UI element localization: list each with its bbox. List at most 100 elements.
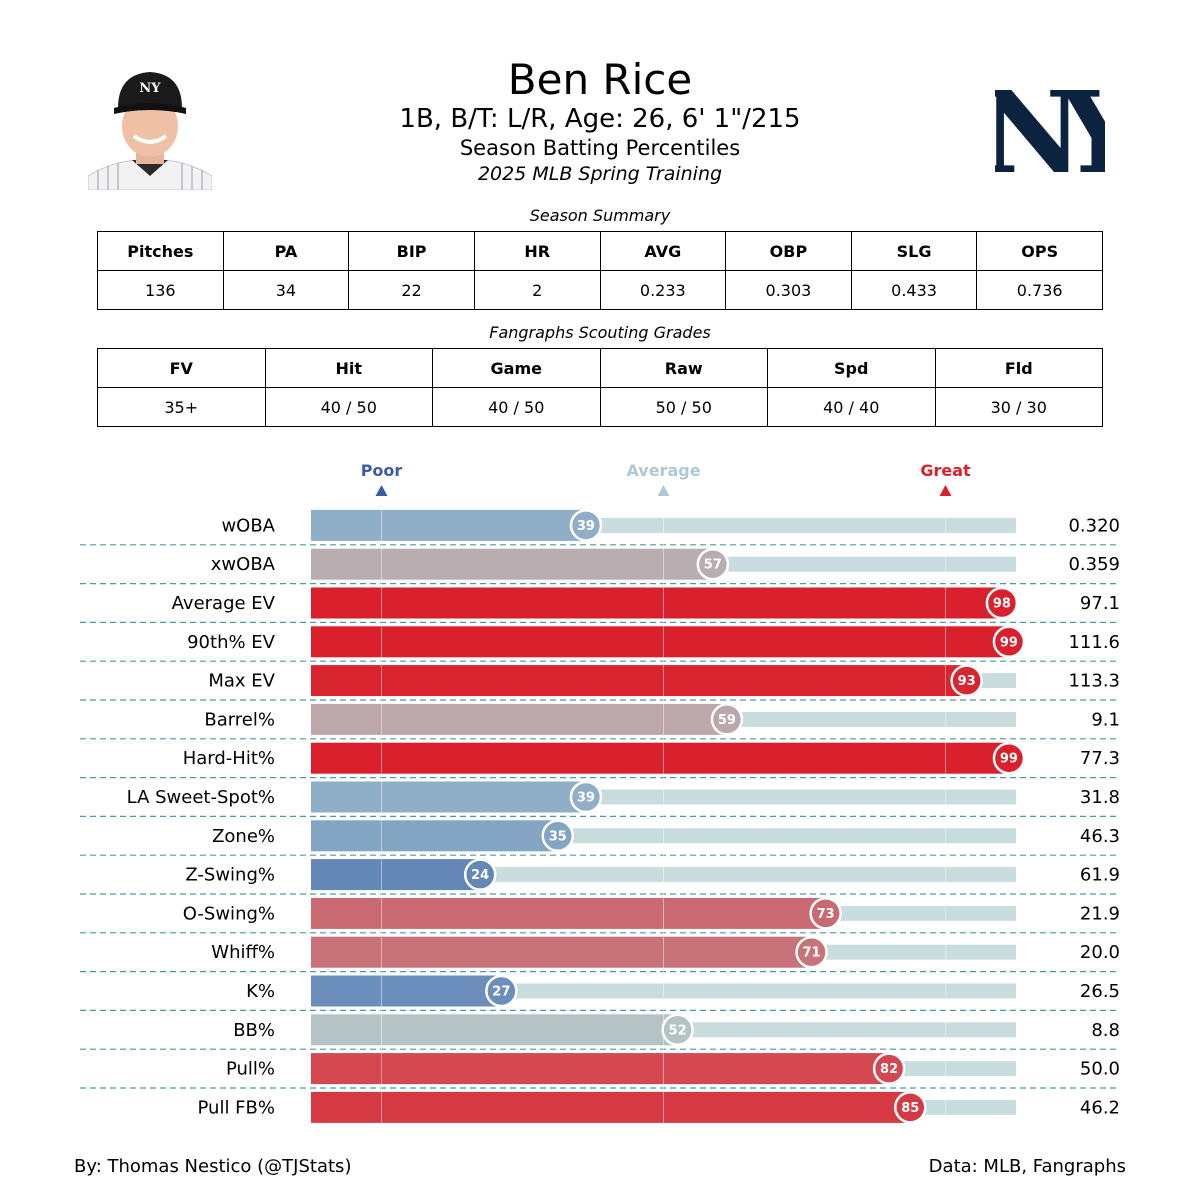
bar-o-swing bbox=[311, 897, 826, 929]
team-logo-text: NY bbox=[995, 68, 1105, 186]
grade-header-hit: Hit bbox=[264, 348, 433, 388]
summary-value-pa: 34 bbox=[222, 270, 350, 310]
season-summary-table: Pitches PA BIP HR AVG OBP SLG OPS 136 34 22 2 0.233… bbox=[97, 231, 1103, 310]
percentile-dot-max-ev bbox=[950, 664, 983, 697]
player-name: Ben Rice bbox=[507, 55, 693, 104]
percentile-dot-la-sweet-spot bbox=[569, 780, 603, 814]
percentile-dot-barrel bbox=[710, 703, 744, 736]
metric-label-woba: wOBA bbox=[221, 515, 275, 536]
season-summary-title: Season Summary bbox=[529, 206, 671, 225]
summary-header-obp: OBP bbox=[725, 231, 852, 271]
summary-header-avg: AVG bbox=[599, 231, 727, 271]
metric-label-pull: Pull% bbox=[226, 1059, 275, 1080]
summary-value-obp: 0.303 bbox=[725, 270, 852, 310]
team-logo-icon: NY bbox=[995, 68, 1105, 186]
player-bio: 1B, B/T: L/R, Age: 26, 6' 1"/215 bbox=[399, 104, 801, 134]
grade-value-game: 40 / 50 bbox=[432, 387, 601, 427]
grade-header-spd: Spd bbox=[767, 348, 936, 388]
scouting-grades-title: Fangraphs Scouting Grades bbox=[489, 323, 711, 342]
summary-value-slg: 0.433 bbox=[850, 270, 978, 310]
metric-value-k: 26.5 bbox=[1080, 981, 1120, 1002]
marker-label-great: Great bbox=[920, 461, 971, 480]
metric-value-bb: 8.8 bbox=[1091, 1020, 1120, 1041]
percentile-label-barrel: 59 bbox=[718, 713, 736, 728]
metric-label-average-ev: Average EV bbox=[172, 593, 276, 614]
summary-header-slg: SLG bbox=[850, 231, 978, 271]
percentile-dot-xwoba bbox=[696, 547, 730, 581]
percentile-label-o-swing: 73 bbox=[817, 907, 835, 922]
percentile-label-la-sweet-spot: 39 bbox=[577, 791, 595, 806]
metric-value-barrel: 9.1 bbox=[1091, 709, 1120, 730]
metric-label-z-swing: Z-Swing% bbox=[185, 865, 275, 886]
metric-label-xwoba: xwOBA bbox=[211, 554, 276, 575]
percentile-label-90th-ev: 99 bbox=[1000, 635, 1018, 650]
metric-value-zone: 46.3 bbox=[1080, 826, 1120, 847]
page-subtitle: Season Batting Percentiles bbox=[459, 136, 741, 160]
percentile-label-hard-hit: 99 bbox=[1000, 752, 1018, 767]
percentile-dot-average-ev bbox=[985, 586, 1019, 620]
bar-k bbox=[311, 975, 502, 1007]
percentile-dot-k bbox=[485, 974, 518, 1008]
metric-value-pull: 50.0 bbox=[1080, 1059, 1120, 1080]
bar-pull bbox=[311, 1053, 890, 1085]
percentile-label-max-ev: 93 bbox=[958, 674, 976, 689]
metric-label-k: K% bbox=[246, 981, 275, 1002]
bar-woba bbox=[311, 509, 586, 541]
percentile-label-whiff: 71 bbox=[803, 946, 821, 961]
metric-value-xwoba: 0.359 bbox=[1068, 554, 1120, 575]
bar-xwoba bbox=[311, 548, 713, 580]
footer-credit: By: Thomas Nestico (@TJStats) bbox=[74, 1156, 352, 1177]
metric-label-barrel: Barrel% bbox=[204, 709, 275, 730]
metric-label-whiff: Whiff% bbox=[211, 942, 275, 963]
grade-value-fv: 35+ bbox=[97, 387, 266, 427]
metric-value-whiff: 20.0 bbox=[1080, 942, 1120, 963]
percentile-dot-pull bbox=[872, 1052, 906, 1085]
metric-label-la-sweet-spot: LA Sweet-Spot% bbox=[127, 787, 275, 808]
percentile-chart: Poor Average Great wOBA 0.320 xwOBA 0.359 Avera… bbox=[80, 461, 1120, 1127]
marker-label-average: Average bbox=[626, 461, 700, 480]
cap-logo-text: NY bbox=[139, 81, 161, 96]
bar-zone bbox=[311, 820, 558, 852]
grade-value-spd: 40 / 40 bbox=[767, 387, 936, 427]
percentile-label-zone: 35 bbox=[549, 829, 567, 844]
metric-label-zone: Zone% bbox=[212, 826, 275, 847]
percentile-label-pull-fb: 85 bbox=[901, 1101, 919, 1116]
percentile-label-average-ev: 98 bbox=[993, 597, 1011, 612]
percentile-dot-woba bbox=[569, 509, 603, 542]
summary-value-ops: 0.736 bbox=[976, 270, 1103, 310]
bar-pull-fb bbox=[311, 1091, 911, 1123]
bar-whiff bbox=[311, 936, 812, 968]
metric-label-o-swing: O-Swing% bbox=[183, 903, 275, 924]
grade-value-fld: 30 / 30 bbox=[934, 387, 1103, 427]
percentile-dot-bb bbox=[661, 1013, 694, 1047]
metric-value-z-swing: 61.9 bbox=[1080, 865, 1120, 886]
marker-triangle-poor bbox=[375, 485, 388, 496]
summary-value-pitches: 136 bbox=[97, 270, 224, 310]
footer-source: Data: MLB, Fangraphs bbox=[928, 1156, 1126, 1177]
bar-bb bbox=[311, 1014, 678, 1046]
metric-value-o-swing: 21.9 bbox=[1080, 903, 1120, 924]
bar-la-sweet-spot bbox=[311, 781, 586, 813]
metric-value-90th-ev: 111.6 bbox=[1068, 632, 1120, 653]
marker-triangle-average bbox=[657, 485, 670, 496]
summary-header-ops: OPS bbox=[976, 231, 1103, 271]
metric-value-hard-hit: 77.3 bbox=[1080, 748, 1120, 769]
grade-header-fv: FV bbox=[97, 348, 266, 388]
bar-hard-hit bbox=[311, 742, 1009, 774]
metric-label-pull-fb: Pull FB% bbox=[198, 1097, 275, 1118]
bar-barrel bbox=[311, 703, 727, 735]
summary-header-pitches: Pitches bbox=[97, 231, 224, 271]
marker-triangle-great bbox=[939, 485, 952, 496]
percentile-dot-pull-fb bbox=[894, 1091, 927, 1124]
summary-value-hr: 2 bbox=[473, 270, 601, 310]
bar-z-swing bbox=[311, 859, 481, 891]
percentile-dot-o-swing bbox=[809, 897, 842, 930]
summary-value-avg: 0.233 bbox=[599, 270, 727, 310]
grade-header-raw: Raw bbox=[599, 348, 768, 388]
summary-value-bip: 22 bbox=[348, 270, 475, 310]
metric-value-la-sweet-spot: 31.8 bbox=[1080, 787, 1120, 808]
bar-average-ev bbox=[311, 587, 1002, 619]
grade-header-fld: Fld bbox=[934, 348, 1103, 388]
marker-label-poor: Poor bbox=[361, 461, 403, 480]
event-label: 2025 MLB Spring Training bbox=[477, 163, 723, 185]
